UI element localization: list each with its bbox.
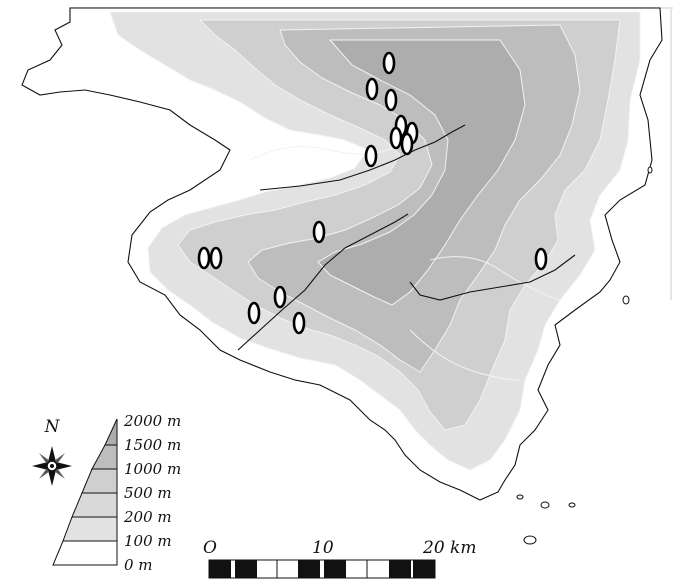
site-marker-icon (209, 246, 223, 270)
site-marker-icon (312, 220, 326, 244)
legend-label: 500 m (124, 484, 172, 502)
island (540, 501, 550, 509)
scale-tick-label: 20 km (422, 538, 476, 558)
site-marker-icon (273, 285, 287, 309)
north-arrow: N (32, 417, 72, 486)
scale-segment (298, 560, 320, 578)
site-markers (197, 51, 548, 335)
site-marker-icon (197, 246, 211, 270)
contour-line (249, 144, 401, 161)
contour-line (429, 256, 561, 301)
scale-segment (235, 560, 257, 578)
legend-label: 100 m (124, 532, 172, 550)
legend-label: 0 m (124, 556, 153, 574)
site-marker-icon (382, 51, 396, 75)
contour-line (409, 329, 521, 381)
compass-rose-icon (32, 446, 72, 486)
site-marker-icon (400, 132, 414, 156)
island (647, 166, 653, 174)
legend-label: 1500 m (124, 436, 181, 454)
scale-bar: O 10 20 km (203, 538, 476, 579)
island (622, 295, 630, 305)
site-marker-icon (534, 247, 548, 271)
scale-segment (389, 560, 411, 578)
scale-segment (209, 560, 231, 578)
scale-tick-label: O (203, 538, 217, 558)
legend-label: 1000 m (124, 460, 181, 478)
scale-segment (413, 560, 435, 578)
legend-label: 2000 m (123, 412, 181, 430)
island (568, 502, 576, 508)
island (523, 535, 537, 545)
river (409, 254, 576, 301)
legend-band-100m (62, 516, 118, 542)
legend-label: 200 m (123, 508, 172, 526)
scale-segment (324, 560, 346, 578)
legend-band-0m (52, 540, 118, 566)
island (516, 494, 524, 500)
scale-tick-label: 10 (312, 538, 334, 558)
river (259, 124, 466, 191)
north-label: N (44, 417, 61, 437)
site-marker-icon (365, 77, 379, 101)
site-marker-icon (389, 126, 403, 150)
elevation-legend: 2000 m 1500 m 1000 m 500 m 200 m 100 m 0… (52, 412, 181, 574)
site-marker-icon (384, 88, 398, 112)
site-marker-icon (292, 311, 306, 335)
elevation-band-1500m (317, 39, 526, 306)
site-marker-icon (364, 144, 378, 168)
river (237, 213, 409, 351)
site-marker-icon (247, 301, 261, 325)
